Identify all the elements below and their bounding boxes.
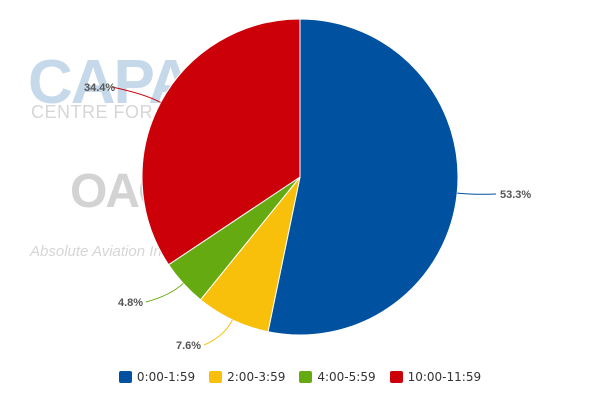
connector-line <box>145 283 184 303</box>
connector-line <box>203 319 233 346</box>
legend-item[interactable]: 4:00-5:59 <box>299 370 376 384</box>
legend-item[interactable]: 10:00-11:59 <box>389 370 482 384</box>
pie-slice-10-00-11-59[interactable] <box>141 18 301 266</box>
connector-line <box>111 86 161 103</box>
legend-item[interactable]: 2:00-3:59 <box>209 370 285 384</box>
legend-label: 0:00-1:59 <box>136 370 196 384</box>
legend-label: 2:00-3:59 <box>227 370 286 384</box>
legend-swatch <box>209 371 223 383</box>
connector-line <box>457 192 497 195</box>
legend-label: 10:00-11:59 <box>407 370 482 384</box>
legend-item[interactable]: 0:00-1:59 <box>118 370 196 384</box>
legend-swatch <box>389 371 403 383</box>
legend-swatch <box>118 371 132 383</box>
data-label: 53.3% <box>500 189 531 201</box>
legend-swatch <box>299 371 313 383</box>
data-label: 4.8% <box>118 297 143 309</box>
data-label: 34.4% <box>84 82 115 94</box>
pie-slice-0-00-1-59[interactable] <box>267 18 459 336</box>
chart-legend: 0:00-1:59 2:00-3:59 4:00-5:59 10:00-11:59 <box>0 370 600 384</box>
pie-plot: 53.3% 7.6% 4.8% 34.4% <box>84 18 531 352</box>
data-label: 7.6% <box>176 340 201 352</box>
legend-label: 4:00-5:59 <box>317 370 376 384</box>
